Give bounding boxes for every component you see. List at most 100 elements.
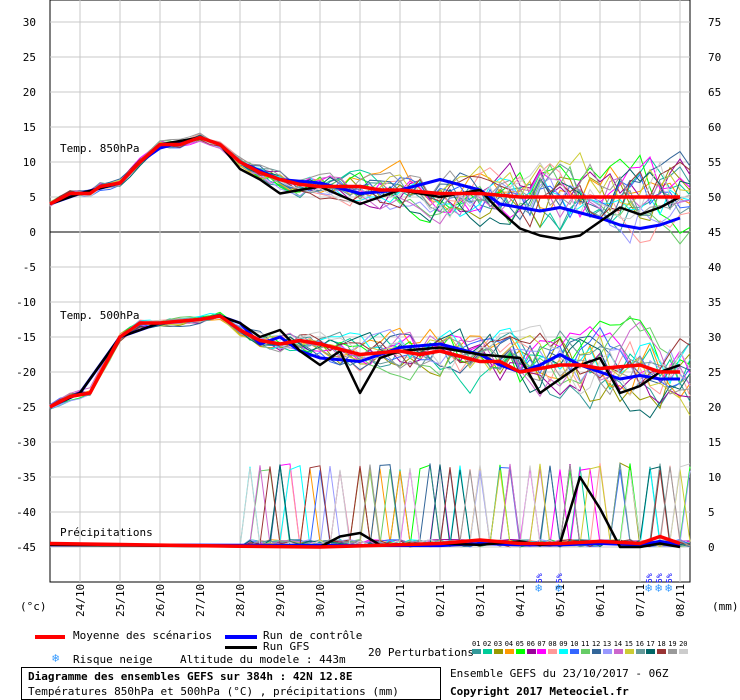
- y-tick-right: 5: [708, 506, 715, 519]
- y-tick-left: 20: [23, 86, 36, 99]
- perturbation-number: 06: [526, 640, 535, 648]
- perturbation-number: 08: [548, 640, 557, 648]
- legend-control-label: Run de contrôle: [263, 629, 363, 642]
- perturbation-swatch: [635, 649, 645, 654]
- perturbation-swatch: [668, 649, 678, 654]
- perturbation-number: 11: [581, 640, 590, 648]
- footer-copyright: Copyright 2017 Meteociel.fr: [450, 685, 629, 698]
- perturbation-swatches: [472, 649, 692, 654]
- perturbation-number: 15: [624, 640, 634, 648]
- y-tick-right: 40: [708, 261, 721, 274]
- legend-perturbations-label: 20 Perturbations: [368, 646, 474, 659]
- perturbation-swatch: [493, 649, 503, 654]
- y-tick-left: -40: [16, 506, 36, 519]
- y-tick-left: -20: [16, 366, 36, 379]
- snow-risk-icon: ❄: [655, 581, 662, 595]
- y-tick-right: 60: [708, 121, 721, 134]
- y-tick-left: -25: [16, 401, 36, 414]
- legend: Moyenne des scénarios Run de contrôle Ru…: [0, 626, 740, 670]
- y-tick-right: 65: [708, 86, 721, 99]
- footer-title: Diagramme des ensembles GEFS sur 384h : …: [28, 670, 353, 683]
- series-0-precip: [49, 534, 681, 549]
- perturbation-number: 10: [570, 640, 579, 648]
- perturbation-line: [49, 132, 691, 216]
- y-tick-right: 70: [708, 51, 721, 64]
- y-tick-left: -35: [16, 471, 36, 484]
- legend-control-swatch: [225, 635, 257, 639]
- y-tick-right: 20: [708, 401, 721, 414]
- perturbation-number: 04: [504, 640, 514, 648]
- perturbation-swatch: [679, 649, 689, 654]
- perturbation-line: [49, 313, 691, 419]
- snow-risk-icon: ❄: [645, 581, 652, 595]
- x-tick-date: 24/10: [74, 584, 87, 617]
- x-tick-date: 29/10: [274, 584, 287, 617]
- x-tick-date: 26/10: [154, 584, 167, 617]
- perturbation-swatch: [624, 649, 634, 654]
- y-tick-right: 0: [708, 541, 715, 554]
- panel-label: Temp. 500hPa: [60, 309, 139, 322]
- perturbation-number: 20: [679, 640, 688, 648]
- perturbation-number: 05: [515, 640, 525, 648]
- perturbation-number: 18: [657, 640, 666, 648]
- x-tick-date: 06/11: [594, 584, 607, 617]
- snow-risk-label: 5%: [555, 573, 564, 583]
- perturbation-number: 14: [613, 640, 623, 648]
- snow-risk-label: 5%: [645, 573, 654, 583]
- perturbation-swatch: [613, 649, 623, 654]
- y-tick-left: 10: [23, 156, 36, 169]
- snow-risk-icon: ❄: [535, 581, 542, 595]
- y-tick-left: 30: [23, 16, 36, 29]
- left-axis-unit: (°c): [20, 600, 47, 613]
- legend-mean-swatch: [35, 635, 65, 639]
- snow-risk-label: 5%: [535, 573, 544, 583]
- perturbation-swatch: [602, 649, 612, 654]
- perturbation-numbers: 01 02 03 04 05 06 07 08 09 10 11 12 13 14 15 16 17 18 19 20: [472, 640, 692, 648]
- y-tick-right: 75: [708, 16, 721, 29]
- perturbation-swatch: [526, 649, 536, 654]
- snow-risk-label: 5%: [655, 573, 664, 583]
- footer-title-box: Diagramme des ensembles GEFS sur 384h : …: [21, 667, 441, 700]
- perturbation-swatch: [657, 649, 667, 654]
- snow-risk-label: 5%: [665, 573, 674, 583]
- perturbation-swatch: [537, 649, 547, 654]
- series-0-t850: [49, 135, 680, 206]
- perturbation-number: 19: [668, 640, 677, 648]
- x-tick-date: 25/10: [114, 584, 127, 617]
- x-tick-date: 04/11: [514, 584, 527, 617]
- plot-frame: [49, 0, 691, 583]
- perturbation-swatch: [482, 649, 492, 654]
- y-tick-right: 10: [708, 471, 721, 484]
- x-tick-date: 01/11: [394, 584, 407, 617]
- perturbation-number: 01: [472, 640, 481, 648]
- perturbation-number: 02: [482, 640, 492, 648]
- right-axis-unit: (mm): [712, 600, 739, 613]
- y-tick-right: 45: [708, 226, 721, 239]
- perturbation-swatch: [646, 649, 656, 654]
- y-tick-right: 55: [708, 156, 721, 169]
- x-tick-date: 30/10: [314, 584, 327, 617]
- series-2-t850: [49, 136, 681, 241]
- y-tick-left: -45: [16, 541, 36, 554]
- perturbation-swatch: [591, 649, 601, 654]
- perturbation-number: 07: [537, 640, 546, 648]
- y-tick-left: 25: [23, 51, 36, 64]
- x-tick-date: 31/10: [354, 584, 367, 617]
- y-tick-left: 15: [23, 121, 36, 134]
- snow-risk-icon: ❄: [555, 581, 562, 595]
- perturbation-swatch: [504, 649, 514, 654]
- y-tick-left: -15: [16, 331, 36, 344]
- perturbation-swatch: [570, 649, 580, 654]
- perturbation-swatch: [515, 649, 525, 654]
- y-tick-right: 35: [708, 296, 721, 309]
- y-tick-left: 0: [29, 226, 36, 239]
- y-tick-left: -10: [16, 296, 36, 309]
- y-tick-left: 5: [29, 191, 36, 204]
- y-tick-right: 30: [708, 331, 721, 344]
- perturbation-number: 17: [646, 640, 655, 648]
- perturbation-swatch: [581, 649, 590, 654]
- x-tick-date: 05/11: [554, 584, 567, 617]
- x-tick-date: 28/10: [234, 584, 247, 617]
- perturbation-number: 12: [591, 640, 601, 648]
